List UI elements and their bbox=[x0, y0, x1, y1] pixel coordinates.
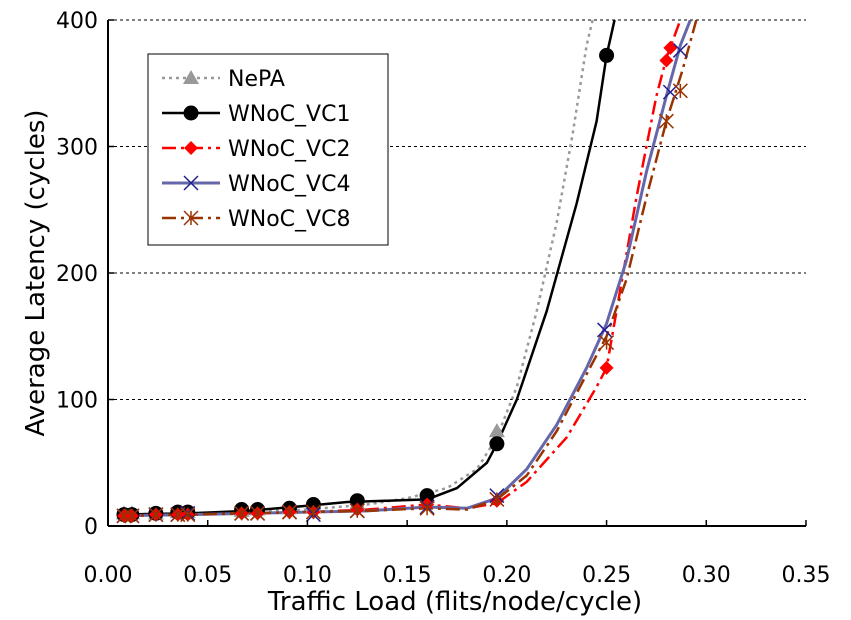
y-tick-label-0: 0 bbox=[84, 515, 98, 540]
series-4-point-4 bbox=[180, 507, 196, 523]
x-axis-title: Traffic Load (flits/node/cycle) bbox=[267, 587, 642, 617]
tick-labels: 0.00 0.05 0.10 0.15 0.20 0.25 0.30 0.35 0 100 200 3… bbox=[56, 9, 830, 588]
legend-label-4: WNoC_VC8 bbox=[228, 207, 350, 232]
x-tick-label-5: 0.25 bbox=[582, 563, 631, 588]
x-tick-label-4: 0.20 bbox=[482, 563, 531, 588]
y-tick-label-1: 100 bbox=[56, 389, 98, 414]
legend: NePA WNoC_VC1 WNoC_VC2 WNoC_VC4 WNoC_VC8 bbox=[147, 53, 389, 246]
series-4-point-11 bbox=[489, 491, 505, 507]
series-4-point-14 bbox=[672, 83, 688, 99]
y-tick-label-2: 200 bbox=[56, 262, 98, 287]
series-2-point-12 bbox=[599, 360, 614, 375]
series-line-1 bbox=[121, 20, 616, 516]
series-4-point-7 bbox=[281, 504, 298, 520]
x-tick-label-7: 0.35 bbox=[782, 563, 831, 588]
x-tick-label-1: 0.05 bbox=[183, 563, 232, 588]
series-1-point-11 bbox=[489, 436, 505, 452]
series-markers bbox=[115, 40, 688, 524]
legend-label-1: WNoC_VC1 bbox=[228, 102, 350, 127]
series-1-point-12 bbox=[599, 47, 615, 63]
x-tick-label-2: 0.10 bbox=[283, 563, 332, 588]
legend-label-0: NePA bbox=[228, 67, 285, 92]
legend-label-2: WNoC_VC2 bbox=[228, 137, 350, 162]
legend-label-3: WNoC_VC4 bbox=[228, 172, 350, 197]
series-4-point-6 bbox=[250, 505, 266, 521]
x-tick-label-3: 0.15 bbox=[383, 563, 432, 588]
legend-marker-1 bbox=[183, 105, 199, 121]
series-0-point-11 bbox=[488, 423, 505, 438]
series-4-point-12 bbox=[599, 335, 615, 351]
series-4-point-10 bbox=[419, 500, 435, 516]
series-line-0 bbox=[121, 20, 594, 516]
series-3-point-12 bbox=[597, 322, 613, 338]
y-tick-label-3: 300 bbox=[56, 136, 98, 161]
x-tick-label-6: 0.30 bbox=[682, 563, 731, 588]
x-tick-label-0: 0.00 bbox=[84, 563, 133, 588]
series-4-point-2 bbox=[148, 507, 164, 523]
legend-marker-4 bbox=[183, 210, 199, 226]
legend-marker-3 bbox=[183, 175, 199, 191]
series-4-point-8 bbox=[305, 504, 321, 520]
series-4-point-13 bbox=[658, 113, 674, 129]
series-4-point-5 bbox=[234, 505, 250, 521]
axes bbox=[107, 19, 807, 527]
legend-marker-0 bbox=[183, 70, 199, 84]
series-4-point-1 bbox=[124, 508, 140, 524]
series-4-point-0 bbox=[116, 508, 132, 524]
series-2-point-13 bbox=[659, 53, 674, 68]
legend-marker-2 bbox=[184, 141, 198, 155]
series-3-point-14 bbox=[672, 42, 688, 58]
y-axis-title: Average Latency (cycles) bbox=[21, 109, 51, 436]
series-4-point-9 bbox=[349, 503, 365, 519]
y-tick-label-4: 400 bbox=[56, 9, 98, 34]
